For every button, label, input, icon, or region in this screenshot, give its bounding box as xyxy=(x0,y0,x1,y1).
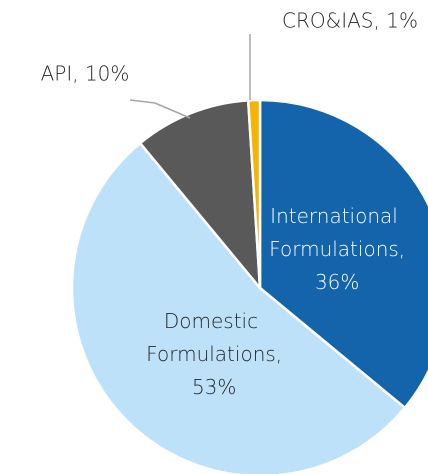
data-label: API, 10% xyxy=(41,62,130,86)
pie-slice xyxy=(70,141,407,474)
pie-slice xyxy=(138,99,262,292)
pie-slice xyxy=(246,98,262,289)
leader-line xyxy=(129,99,191,119)
data-label: Domestic Formulations, 53% xyxy=(140,309,282,399)
data-label: CRO&IAS, 1% xyxy=(282,9,418,33)
pie-slice xyxy=(258,98,428,410)
data-label: International Formulations, 36% xyxy=(263,204,405,294)
